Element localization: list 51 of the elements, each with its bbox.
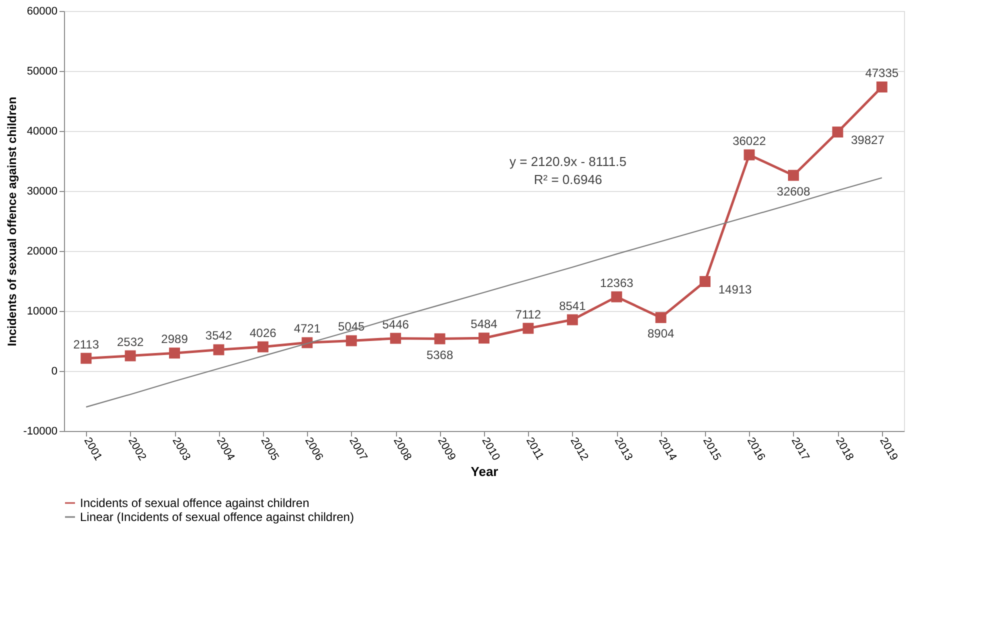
data-label: 5045 xyxy=(338,320,366,334)
data-label: 4721 xyxy=(294,322,321,336)
point xyxy=(876,82,888,92)
data-label: 2532 xyxy=(116,334,144,349)
point xyxy=(655,312,666,324)
data-label: 39827 xyxy=(850,133,885,148)
y-tick-label: -10000 xyxy=(23,426,58,438)
y-tick-label: 30000 xyxy=(26,186,58,198)
data-label: 4026 xyxy=(250,326,277,340)
annotation: y = 2120.9x - 8111.5 xyxy=(510,154,626,170)
x-axis-title: Year xyxy=(470,464,498,480)
data-label: 8541 xyxy=(559,298,586,313)
point xyxy=(213,344,224,356)
point xyxy=(80,352,92,364)
y-tick-label: 60000 xyxy=(26,6,58,18)
point xyxy=(346,335,357,346)
point xyxy=(390,332,402,344)
data-label: 12363 xyxy=(600,276,634,290)
data-label: 2113 xyxy=(73,337,100,352)
y-tick-label: 20000 xyxy=(26,246,58,258)
y-tick-label: 40000 xyxy=(26,126,58,138)
point xyxy=(788,170,799,181)
annotation: R² = 0.6946 xyxy=(534,172,602,188)
point xyxy=(832,126,844,138)
point xyxy=(611,291,622,302)
y-tick-label: 0 xyxy=(51,366,58,378)
data-label: 32608 xyxy=(776,184,810,198)
point xyxy=(478,332,490,344)
y-tick-label: 10000 xyxy=(26,306,58,318)
data-label: 14913 xyxy=(718,282,752,297)
data-label: 2989 xyxy=(161,332,188,346)
point xyxy=(700,276,711,287)
point xyxy=(522,322,534,334)
data-label: 36022 xyxy=(732,134,766,148)
point xyxy=(257,341,268,352)
point xyxy=(124,350,136,362)
y-tick-label: 50000 xyxy=(26,66,58,78)
data-label: 7112 xyxy=(515,307,542,322)
data-label: 5368 xyxy=(426,348,454,362)
y-axis-title: Incidents of sexual offence against children xyxy=(5,96,20,346)
point xyxy=(744,149,755,160)
legend-label: Incidents of sexual offence against children xyxy=(80,496,310,510)
point xyxy=(434,333,446,344)
data-label: 8904 xyxy=(647,326,675,341)
point xyxy=(566,314,578,326)
data-label: 5484 xyxy=(470,317,498,332)
data-label: 47335 xyxy=(865,66,899,80)
point xyxy=(169,348,180,359)
data-label: 3542 xyxy=(205,328,232,343)
legend-label: Linear (Incidents of sexual offence against children) xyxy=(80,510,354,524)
data-label: 5446 xyxy=(382,317,410,332)
